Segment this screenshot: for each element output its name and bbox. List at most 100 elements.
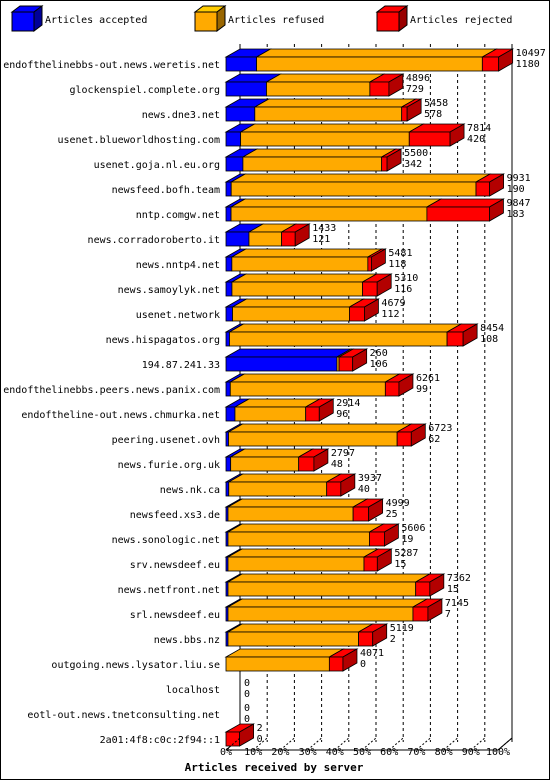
bar-end	[340, 473, 356, 497]
bar-segment	[367, 256, 372, 272]
category-label: outgoing.news.lysator.liu.se	[51, 660, 220, 671]
bar-segment	[248, 231, 283, 247]
value-label-total: 4999	[386, 498, 410, 509]
bar-end	[410, 423, 426, 447]
bar-segment	[225, 406, 236, 422]
bar-segment	[281, 231, 296, 247]
bar-segment	[298, 456, 315, 472]
bar-end	[376, 273, 392, 297]
value-label-total: 5606	[401, 523, 425, 534]
value-label-total: 5119	[390, 623, 414, 634]
value-label-total: 4071	[360, 648, 384, 659]
value-label-total: 8454	[480, 323, 504, 334]
value-label-accepted: 420	[467, 134, 485, 145]
value-label-accepted: 15	[447, 584, 459, 595]
bar-segment	[225, 106, 256, 122]
tick-mark	[334, 737, 350, 751]
bar-segment	[225, 181, 232, 197]
bar-segment	[358, 631, 374, 647]
value-label-accepted: 15	[394, 559, 406, 570]
category-label: srv.newsdeef.eu	[130, 560, 220, 571]
bar-segment	[349, 306, 365, 322]
value-label-accepted: 96	[336, 409, 348, 420]
bar-segment	[234, 406, 307, 422]
tick-mark	[307, 737, 322, 751]
legend: Articles accepted Articles refused Article…	[10, 5, 512, 32]
bar-top	[226, 623, 375, 633]
category-label: news.nk.ca	[160, 485, 220, 496]
value-label-total: 9931	[507, 173, 531, 184]
value-label-accepted: 99	[416, 384, 428, 395]
x-tick-label: 20%	[271, 747, 289, 758]
bar-segment	[384, 381, 400, 397]
bar-end	[388, 73, 404, 97]
value-label-accepted: 106	[370, 359, 388, 370]
x-tick-label: 50%	[353, 747, 371, 758]
x-axis-title: Articles received by server	[185, 761, 364, 774]
bar-segment	[225, 206, 232, 222]
bar-end	[239, 723, 255, 747]
category-label: glockenspiel.complete.org	[69, 85, 220, 96]
value-label-accepted: 7	[445, 609, 451, 620]
value-label-total: 5310	[394, 273, 418, 284]
category-label: news.sonologic.net	[112, 535, 220, 546]
bar-end	[398, 373, 414, 397]
category-label: news.nntp4.net	[136, 260, 220, 271]
bar-segment	[225, 231, 250, 247]
legend-swatch	[11, 11, 35, 32]
category-label: news.samoylyk.net	[118, 285, 220, 296]
value-label-total: 260	[370, 348, 388, 359]
bar-end	[427, 598, 443, 622]
value-label-total: 7362	[447, 573, 471, 584]
legend-label: Articles accepted	[45, 15, 147, 26]
value-label-total: 6261	[416, 373, 440, 384]
bar-segment	[229, 381, 386, 397]
bar-segment	[254, 106, 403, 122]
x-tick-label: 30%	[299, 747, 317, 758]
bar-segment	[225, 156, 244, 172]
value-label-accepted: 121	[312, 234, 330, 245]
bar-top	[239, 123, 425, 133]
bar-top	[255, 48, 498, 58]
bar-segment	[240, 131, 410, 147]
bar-segment	[305, 406, 320, 422]
legend-swatch	[194, 11, 218, 32]
bar-segment	[369, 531, 385, 547]
x-tick-label: 60%	[380, 747, 398, 758]
bar-top	[227, 473, 343, 483]
category-label: news.corradoroberto.it	[88, 235, 220, 246]
bar-end	[318, 398, 334, 422]
bar-segment	[225, 481, 230, 497]
tick-mark	[225, 737, 241, 751]
value-label-accepted: 0	[360, 659, 366, 670]
bar-top	[229, 173, 492, 183]
tick-mark	[361, 737, 377, 751]
bar-segment	[228, 431, 398, 447]
bar-segment	[396, 431, 412, 447]
bar-segment	[225, 356, 338, 372]
bar-top	[226, 548, 380, 558]
bar-segment	[408, 131, 451, 147]
bar-segment	[230, 206, 428, 222]
tick-mark	[470, 737, 486, 751]
x-tick-label: 70%	[407, 747, 425, 758]
value-label-total: 9847	[506, 198, 530, 209]
bar-segment	[227, 581, 417, 597]
bar-end	[406, 98, 422, 122]
bar-end	[386, 148, 402, 172]
bar-end	[294, 223, 310, 247]
bar-segment	[338, 356, 354, 372]
bar-end	[376, 548, 392, 572]
value-label-total: 5458	[424, 98, 448, 109]
bar-segment	[232, 306, 350, 322]
bar-segment	[227, 531, 370, 547]
value-label-accepted: 0	[244, 689, 250, 700]
x-tick-labels: 0% 10% 20% 30% 40% 50% 60% 70% 80% 90% 100%	[220, 737, 513, 758]
bar-segment	[352, 506, 370, 522]
value-label-accepted: 112	[381, 309, 399, 320]
category-label: localhost	[166, 685, 220, 696]
bar-segment	[475, 181, 491, 197]
value-label-total: 2	[257, 723, 263, 734]
bar-top	[229, 198, 443, 208]
